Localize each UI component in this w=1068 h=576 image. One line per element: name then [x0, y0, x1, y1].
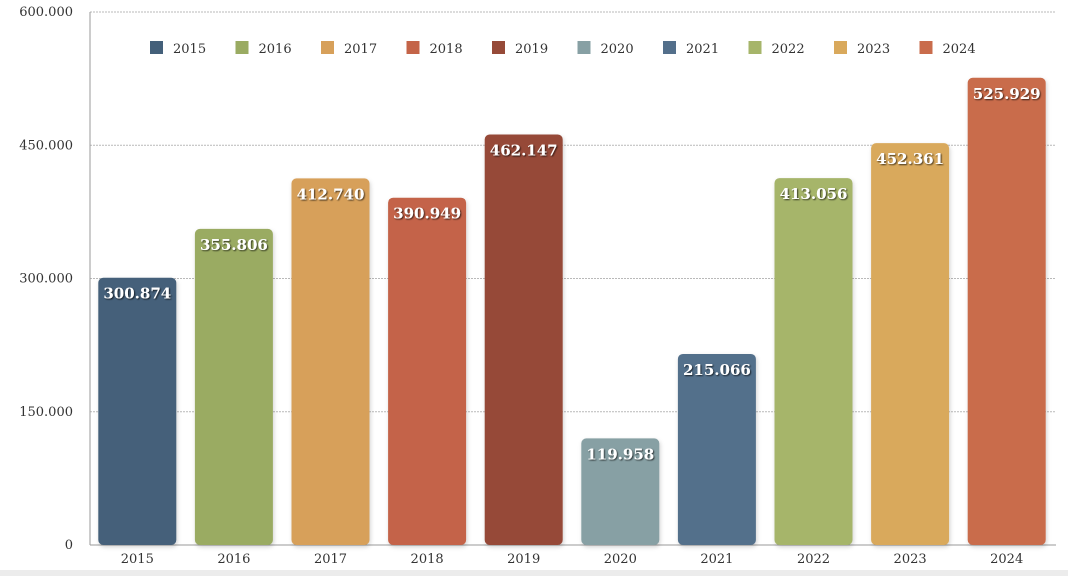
bars	[98, 77, 1046, 546]
legend-label: 2018	[430, 42, 463, 57]
legend-swatch	[663, 41, 676, 54]
legend-item-2017[interactable]: 2017	[321, 41, 377, 57]
legend-item-2021[interactable]: 2021	[663, 41, 719, 57]
y-axis-ticks: 0 150.000 300.000 450.000 600.000	[19, 5, 73, 553]
legend-item-2024[interactable]: 2024	[919, 41, 976, 57]
y-tick-label: 600.000	[19, 5, 73, 20]
bar-value-label: 413.056	[780, 185, 848, 203]
x-axis-ticks: 2015 2016 2017 2018 2019 2020 2021 2022 2023 2024	[121, 552, 1023, 567]
x-tick-label: 2018	[411, 552, 444, 567]
legend-label: 2015	[173, 42, 206, 57]
y-tick-label: 150.000	[19, 405, 73, 420]
legend-swatch	[492, 41, 505, 54]
x-tick-label: 2020	[604, 552, 637, 567]
legend-swatch	[748, 41, 762, 54]
x-tick-label: 2023	[894, 552, 927, 567]
data-labels: 300.874 355.806 412.740 390.949 462.147 119.9…	[103, 85, 1040, 464]
bar-value-label: 462.147	[490, 141, 558, 159]
legend-swatch	[235, 41, 249, 54]
bar-value-label: 215.066	[683, 361, 751, 379]
bar-2024[interactable]	[967, 77, 1046, 545]
bar-2016[interactable]	[194, 228, 273, 546]
bar-value-label: 119.958	[586, 445, 654, 463]
legend-swatch	[406, 41, 420, 54]
bar-2021[interactable]	[677, 353, 756, 545]
legend-swatch	[834, 41, 847, 54]
bar-value-label: 355.806	[200, 236, 268, 254]
legend-item-2016[interactable]: 2016	[235, 41, 292, 57]
legend-swatch	[321, 41, 334, 54]
x-tick-label: 2017	[314, 552, 347, 567]
legend-label: 2016	[259, 42, 292, 57]
x-tick-label: 2021	[700, 552, 733, 567]
bar-value-label: 300.874	[103, 285, 171, 303]
legend-label: 2023	[857, 42, 890, 57]
legend-item-2020[interactable]: 2020	[577, 41, 634, 57]
legend-swatch	[577, 41, 591, 54]
x-tick-label: 2016	[217, 552, 250, 567]
bar-2022[interactable]	[774, 178, 853, 545]
bottom-edge	[0, 570, 1068, 576]
bar-value-label: 525.929	[973, 85, 1041, 103]
bar-2019[interactable]	[484, 134, 563, 545]
legend-item-2015[interactable]: 2015	[150, 41, 206, 57]
legend-swatch	[150, 41, 163, 54]
x-tick-label: 2019	[507, 552, 540, 567]
legend-label: 2021	[686, 42, 719, 57]
legend-item-2022[interactable]: 2022	[748, 41, 805, 57]
y-tick-label: 300.000	[19, 272, 73, 287]
legend-label: 2024	[943, 42, 976, 57]
x-tick-label: 2024	[990, 552, 1023, 567]
legend: 2015 2016 2017 2018 2019 2020 2021 2022 2023 2024	[150, 41, 976, 57]
legend-label: 2019	[515, 42, 548, 57]
x-tick-label: 2015	[121, 552, 154, 567]
legend-item-2018[interactable]: 2018	[406, 41, 463, 57]
bar-value-label: 452.361	[876, 150, 944, 168]
legend-item-2023[interactable]: 2023	[834, 41, 890, 57]
y-tick-label: 0	[65, 538, 73, 553]
bar-2018[interactable]	[388, 197, 467, 545]
bar-2020[interactable]	[581, 438, 660, 545]
legend-item-2019[interactable]: 2019	[492, 41, 548, 57]
bar-2023[interactable]	[871, 143, 950, 545]
legend-label: 2022	[772, 42, 805, 57]
bar-2015[interactable]	[98, 277, 177, 545]
bar-value-label: 412.740	[297, 185, 365, 203]
legend-label: 2017	[344, 42, 377, 57]
y-tick-label: 450.000	[19, 138, 73, 153]
bar-value-label: 390.949	[393, 205, 461, 223]
x-tick-label: 2022	[797, 552, 830, 567]
bar-2017[interactable]	[291, 178, 370, 545]
legend-swatch	[919, 41, 933, 54]
legend-label: 2020	[601, 42, 634, 57]
